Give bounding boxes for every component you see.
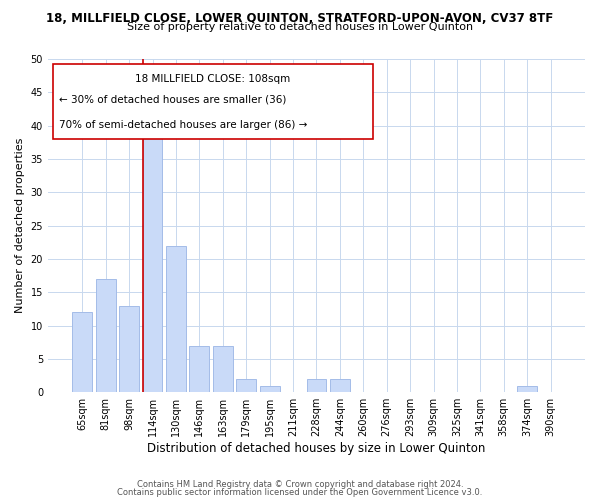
Bar xyxy=(73,312,92,392)
Bar xyxy=(190,346,209,392)
X-axis label: Distribution of detached houses by size in Lower Quinton: Distribution of detached houses by size … xyxy=(147,442,485,455)
Text: Size of property relative to detached houses in Lower Quinton: Size of property relative to detached ho… xyxy=(127,22,473,32)
Bar xyxy=(96,279,116,392)
Bar xyxy=(143,132,163,392)
Bar xyxy=(166,246,186,392)
Text: ← 30% of detached houses are smaller (36): ← 30% of detached houses are smaller (36… xyxy=(59,95,286,105)
Bar xyxy=(517,386,537,392)
Text: 70% of semi-detached houses are larger (86) →: 70% of semi-detached houses are larger (… xyxy=(59,120,307,130)
Bar xyxy=(213,346,233,392)
Bar xyxy=(330,379,350,392)
Bar xyxy=(307,379,326,392)
Bar xyxy=(236,379,256,392)
Text: Contains public sector information licensed under the Open Government Licence v3: Contains public sector information licen… xyxy=(118,488,482,497)
Text: 18, MILLFIELD CLOSE, LOWER QUINTON, STRATFORD-UPON-AVON, CV37 8TF: 18, MILLFIELD CLOSE, LOWER QUINTON, STRA… xyxy=(46,12,554,26)
Text: 18 MILLFIELD CLOSE: 108sqm: 18 MILLFIELD CLOSE: 108sqm xyxy=(136,74,290,84)
Bar xyxy=(260,386,280,392)
FancyBboxPatch shape xyxy=(53,64,373,139)
Text: Contains HM Land Registry data © Crown copyright and database right 2024.: Contains HM Land Registry data © Crown c… xyxy=(137,480,463,489)
Y-axis label: Number of detached properties: Number of detached properties xyxy=(15,138,25,314)
Bar xyxy=(119,306,139,392)
